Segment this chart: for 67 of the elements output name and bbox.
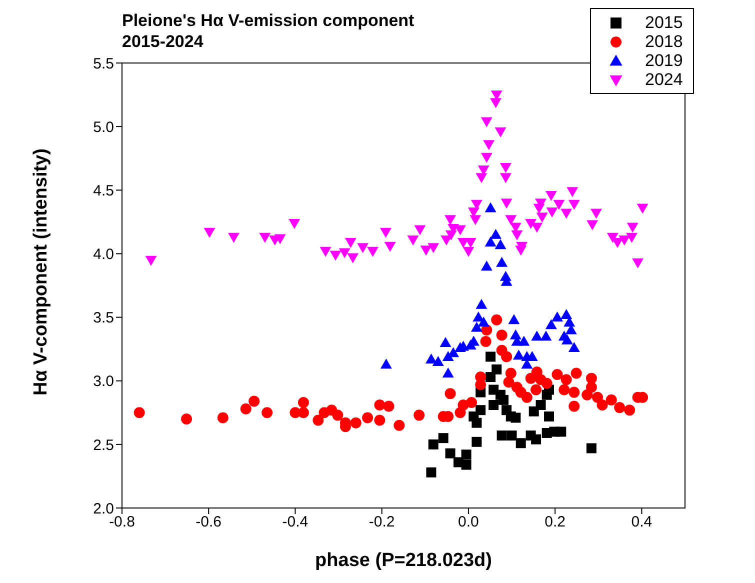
point (512, 350, 524, 360)
point (540, 330, 552, 341)
point (425, 353, 437, 364)
x-tick-label: 0.4 (631, 514, 652, 531)
point (445, 448, 456, 458)
point (492, 364, 502, 374)
x-axis-title: phase (P=218.023d) (315, 550, 492, 571)
point (510, 412, 521, 423)
point (506, 430, 517, 441)
point (472, 436, 482, 447)
point (496, 256, 508, 267)
point (508, 314, 520, 324)
point (426, 467, 436, 478)
x-tick-label: -0.2 (368, 514, 395, 531)
point (380, 358, 392, 369)
point (476, 405, 486, 416)
point (486, 352, 496, 362)
y-tick-label: 3.0 (93, 373, 114, 390)
point (556, 426, 566, 437)
chart-title: Pleione's Hα V-emission component (122, 10, 414, 31)
point (560, 308, 572, 319)
point (496, 430, 507, 441)
point (568, 342, 580, 352)
point (442, 367, 454, 378)
y-tick-label: 3.5 (93, 310, 114, 327)
point (480, 260, 492, 271)
y-tick-label: 2.5 (93, 436, 114, 454)
point (478, 316, 490, 327)
point (498, 394, 509, 405)
point (551, 312, 563, 322)
point (428, 439, 438, 450)
x-tick-label: -0.4 (282, 514, 308, 531)
point (461, 460, 472, 470)
point (545, 319, 557, 330)
point (488, 400, 499, 410)
x-tick-label: 0.0 (458, 514, 479, 531)
point (440, 336, 452, 347)
point (536, 400, 546, 410)
point (490, 228, 502, 239)
point (516, 438, 526, 448)
legend-label: 2015 (645, 12, 683, 32)
point (518, 336, 530, 346)
legend-label: 2024 (645, 70, 683, 90)
x-tick-label: 0.2 (544, 514, 566, 531)
point (484, 236, 496, 247)
y-axis-title: Hα V-component (intensity) (30, 148, 52, 396)
y-tick-label: 5.5 (93, 55, 114, 72)
point (544, 411, 554, 422)
x-tick-label: -0.6 (196, 514, 222, 531)
y-tick-label: 4.0 (93, 246, 114, 264)
point (470, 322, 482, 332)
point (476, 298, 488, 309)
legend-label: 2018 (645, 32, 683, 52)
y-tick-label: 5.0 (93, 118, 114, 136)
point (531, 330, 543, 341)
point (494, 239, 506, 250)
point (484, 202, 496, 212)
point (561, 334, 573, 344)
point (461, 450, 472, 460)
point (531, 434, 542, 444)
legend-label: 2019 (645, 50, 683, 70)
point (500, 270, 512, 281)
y-tick-label: 4.5 (93, 182, 114, 200)
point (438, 433, 448, 444)
point (586, 443, 596, 454)
chart-subtitle: 2015-2024 (122, 31, 204, 52)
point (432, 356, 444, 366)
